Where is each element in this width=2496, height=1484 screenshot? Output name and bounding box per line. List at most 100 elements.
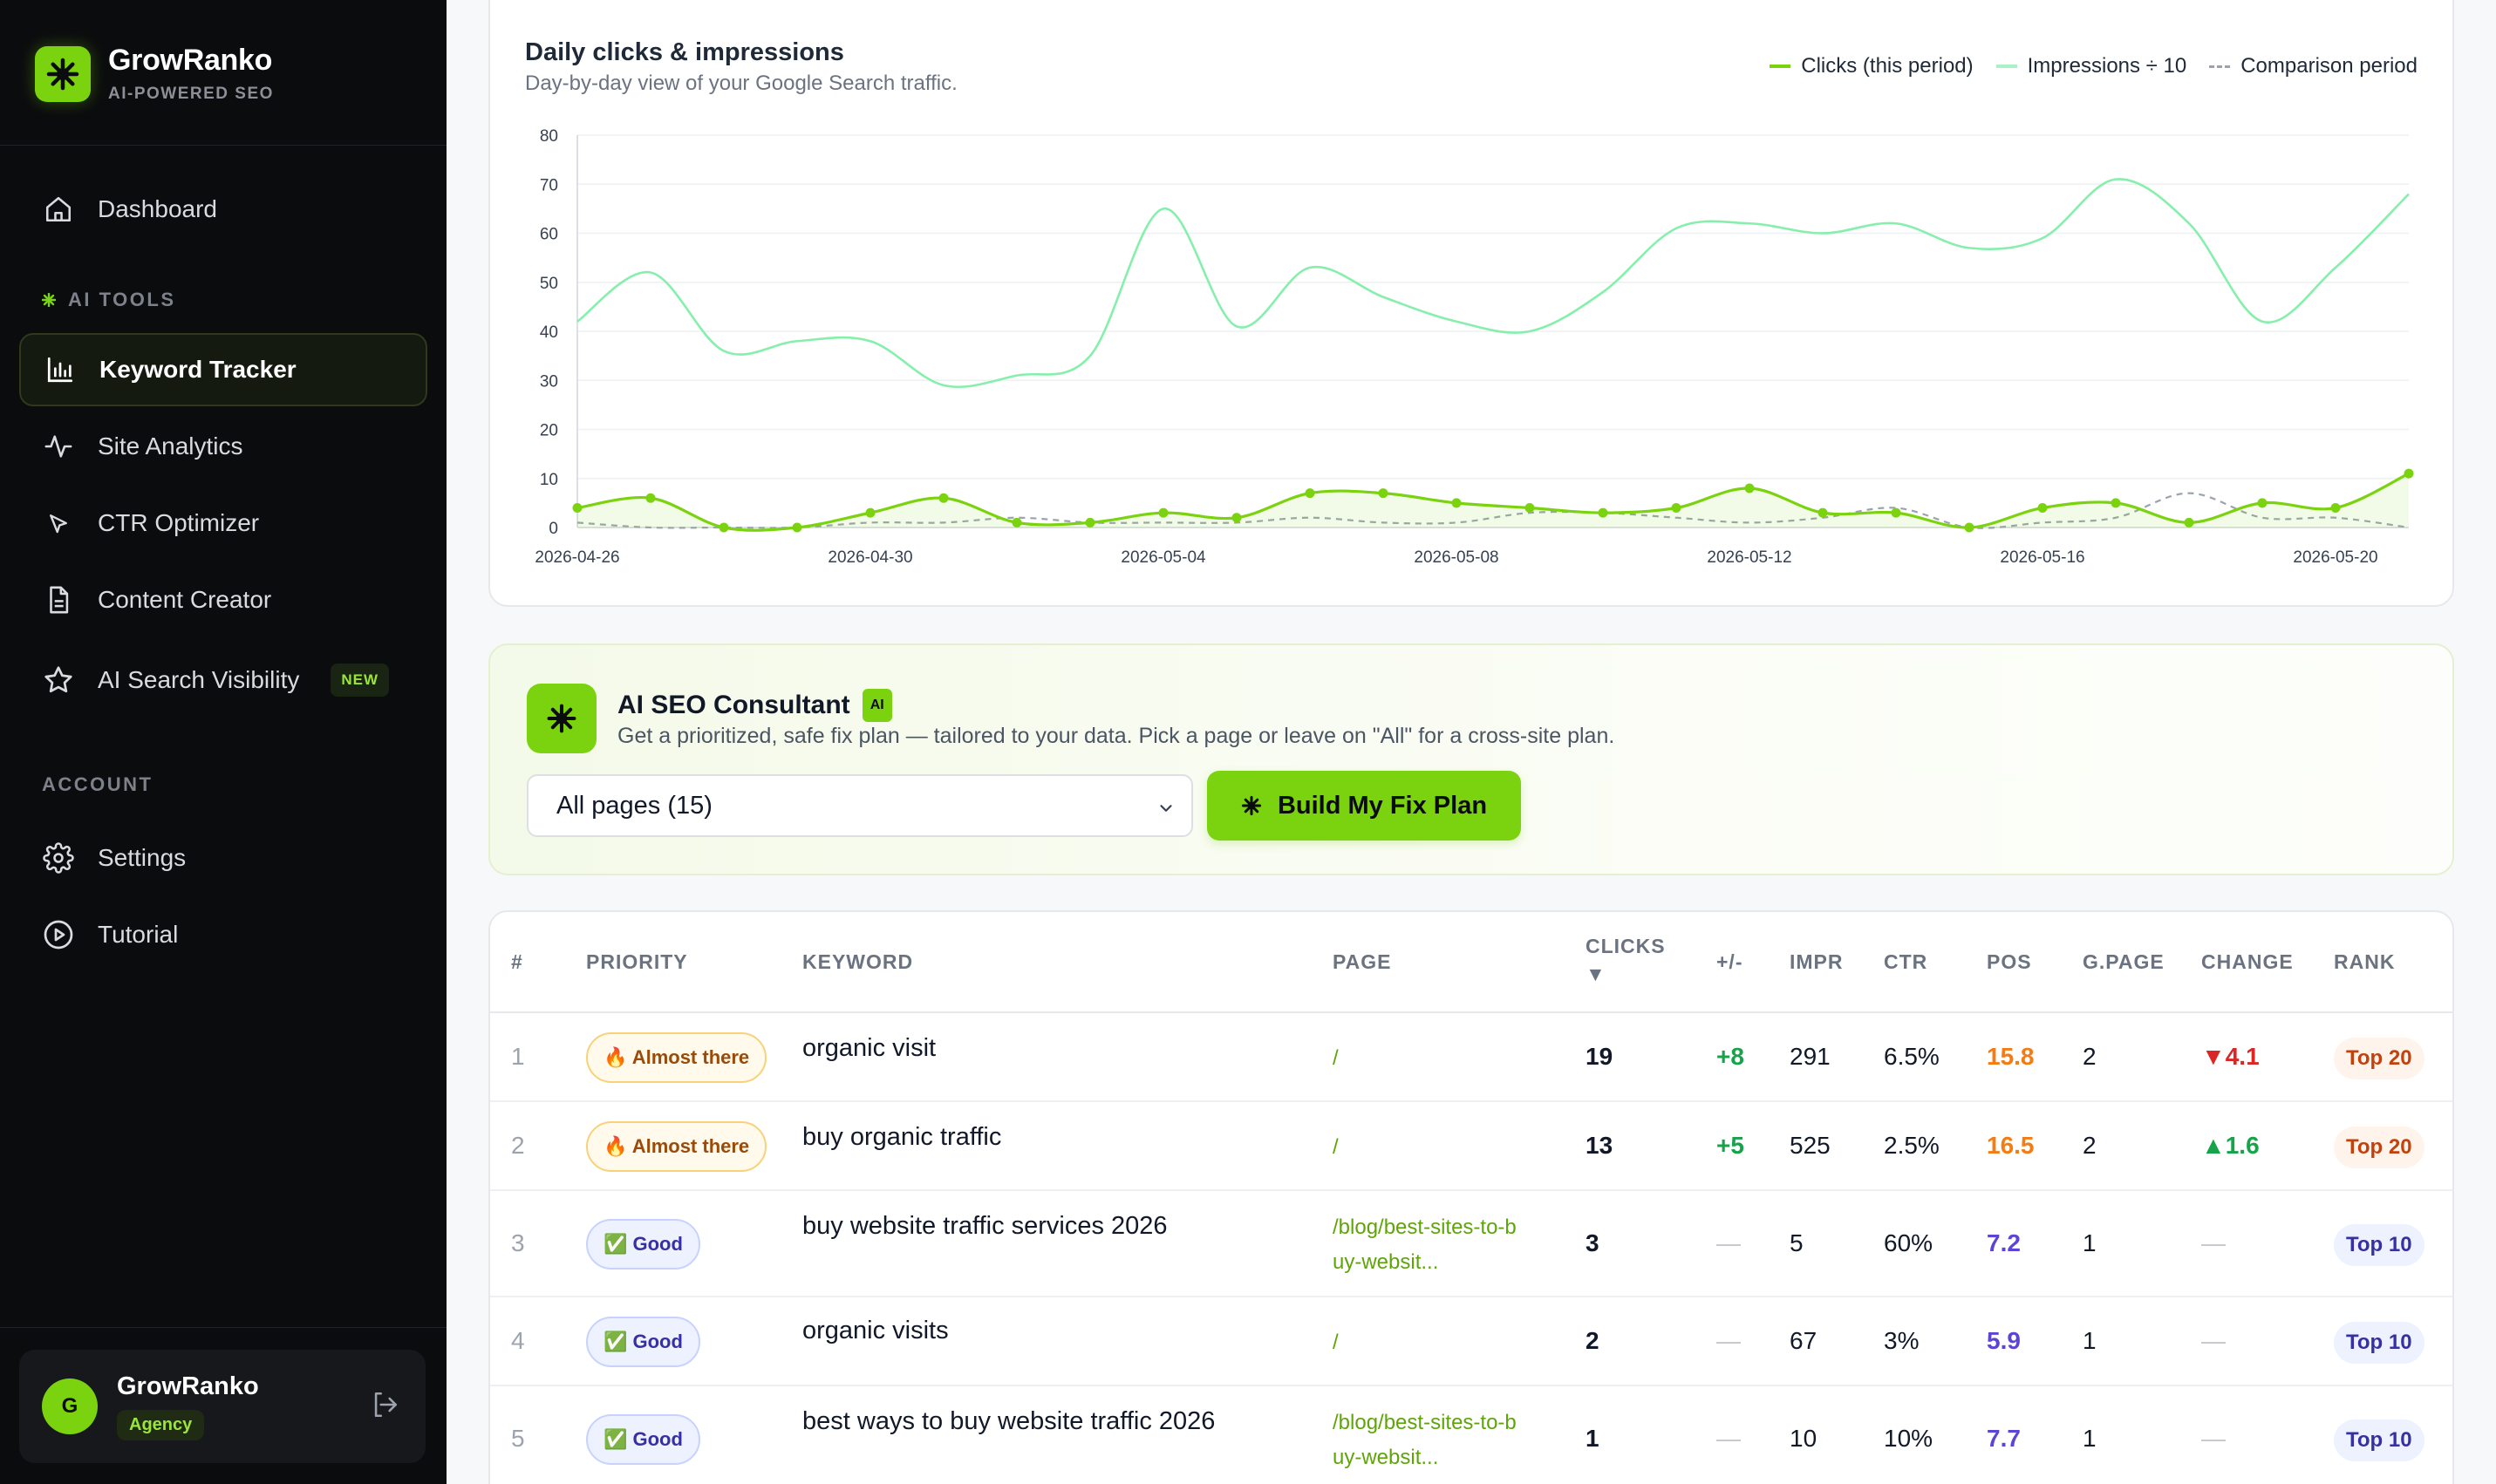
sidebar-item-ctr-optimizer[interactable]: CTR Optimizer bbox=[19, 487, 427, 560]
build-fix-plan-button[interactable]: Build My Fix Plan bbox=[1207, 771, 1521, 841]
col-header-ctr[interactable]: CTR bbox=[1884, 950, 1928, 973]
col-header-rank[interactable]: RANK bbox=[2334, 950, 2396, 973]
page-link-continued[interactable]: uy-websit... bbox=[1333, 1250, 1439, 1274]
sidebar-item-label: CTR Optimizer bbox=[98, 509, 260, 536]
priority-badge: 🔥 Almost there bbox=[586, 1032, 767, 1083]
priority-badge: 🔥 Almost there bbox=[586, 1121, 767, 1172]
clicks-value: 1 bbox=[1586, 1425, 1599, 1452]
sparkle-icon bbox=[1241, 795, 1262, 816]
rank-badge: Top 20 bbox=[2334, 1038, 2424, 1079]
google-page-value: 1 bbox=[2083, 1229, 2097, 1256]
sidebar-item-dashboard[interactable]: Dashboard bbox=[19, 173, 427, 246]
account-section-label: ACCOUNT bbox=[42, 773, 153, 795]
col-header-impressions[interactable]: IMPR bbox=[1790, 950, 1844, 973]
x-tick-label: 2026-05-08 bbox=[1414, 548, 1498, 567]
col-header-change[interactable]: CHANGE bbox=[2201, 950, 2294, 973]
col-header-keyword[interactable]: KEYWORD bbox=[802, 950, 914, 973]
page-link[interactable]: /blog/best-sites-to-b bbox=[1333, 1215, 1517, 1239]
legend-item-impressions: Impressions ÷ 10 bbox=[1995, 54, 2186, 78]
ctr-value: 2.5% bbox=[1884, 1132, 1940, 1159]
y-tick-label: 30 bbox=[540, 372, 558, 391]
position-value: 7.7 bbox=[1987, 1425, 2021, 1452]
clicks-data-point bbox=[865, 507, 876, 518]
page-link[interactable]: / bbox=[1333, 1135, 1339, 1159]
sidebar-item-label: Dashboard bbox=[98, 195, 217, 222]
y-tick-label: 50 bbox=[540, 275, 558, 293]
page-link[interactable]: / bbox=[1333, 1331, 1339, 1354]
x-tick-label: 2026-05-04 bbox=[1121, 548, 1206, 567]
clicks-data-point bbox=[719, 522, 729, 533]
brand-tagline: AI-POWERED SEO bbox=[108, 85, 274, 103]
play-icon bbox=[42, 918, 75, 951]
col-header-position[interactable]: POS bbox=[1987, 950, 2032, 973]
gear-icon bbox=[42, 841, 75, 875]
sidebar-item-label: Content Creator bbox=[98, 586, 272, 613]
series-area-clicks bbox=[577, 473, 2409, 531]
keyword-text: buy organic traffic bbox=[802, 1123, 1002, 1151]
sidebar-item-label: Keyword Tracker bbox=[99, 356, 297, 383]
cursor-icon bbox=[42, 507, 75, 540]
table-row[interactable]: 3 ✅ Good buy website traffic services 20… bbox=[490, 1191, 2452, 1297]
clicks-data-point bbox=[1378, 488, 1388, 499]
document-icon bbox=[42, 583, 75, 616]
clicks-data-point bbox=[2257, 498, 2268, 508]
rank-badge: Top 10 bbox=[2334, 1322, 2424, 1364]
page-link-continued[interactable]: uy-websit... bbox=[1333, 1446, 1439, 1469]
col-header-priority[interactable]: PRIORITY bbox=[586, 950, 688, 973]
google-page-value: 1 bbox=[2083, 1425, 2097, 1452]
page-link[interactable]: /blog/best-sites-to-b bbox=[1333, 1411, 1517, 1434]
clicks-data-point bbox=[1964, 522, 1974, 533]
clicks-data-point bbox=[1744, 483, 1755, 494]
sidebar-item-ai-search-visibility[interactable]: AI Search Visibility NEW bbox=[19, 643, 427, 717]
sidebar-item-label: Tutorial bbox=[98, 921, 179, 948]
x-tick-label: 2026-05-20 bbox=[2293, 548, 2377, 567]
row-number: 3 bbox=[511, 1229, 525, 1256]
table-row[interactable]: 4 ✅ Good organic visits / 2 — 67 3% 5.9 … bbox=[490, 1297, 2452, 1386]
brand[interactable]: GrowRanko AI-POWERED SEO bbox=[35, 44, 274, 104]
sort-desc-icon[interactable]: ▼ bbox=[1586, 963, 1606, 985]
sidebar: GrowRanko AI-POWERED SEO Dashboard AI TO… bbox=[0, 0, 447, 1484]
chart-legend: Clicks (this period) Impressions ÷ 10 Co… bbox=[1747, 54, 2418, 78]
impressions-value: 291 bbox=[1790, 1043, 1831, 1070]
user-card[interactable]: G GrowRanko Agency bbox=[19, 1350, 426, 1463]
clicks-data-point bbox=[2037, 503, 2048, 513]
page-link[interactable]: / bbox=[1333, 1046, 1339, 1070]
sidebar-item-settings[interactable]: Settings bbox=[19, 821, 427, 895]
sidebar-item-keyword-tracker[interactable]: Keyword Tracker bbox=[19, 333, 427, 406]
table-header: # PRIORITY KEYWORD PAGE CLICKS ▼ +/- IMP… bbox=[490, 912, 2452, 1013]
clicks-delta: +8 bbox=[1716, 1043, 1744, 1070]
legend-item-clicks: Clicks (this period) bbox=[1770, 54, 1974, 78]
position-value: 5.9 bbox=[1987, 1327, 2021, 1354]
table-row[interactable]: 5 ✅ Good best ways to buy website traffi… bbox=[490, 1386, 2452, 1484]
position-value: 15.8 bbox=[1987, 1043, 2035, 1070]
keyword-table: # PRIORITY KEYWORD PAGE CLICKS ▼ +/- IMP… bbox=[488, 910, 2454, 1484]
clicks-data-point bbox=[572, 503, 583, 513]
priority-badge: ✅ Good bbox=[586, 1317, 700, 1367]
col-header-clicks[interactable]: CLICKS bbox=[1586, 935, 1666, 957]
row-number: 1 bbox=[511, 1043, 525, 1070]
clicks-data-point bbox=[1305, 488, 1315, 499]
col-header-page[interactable]: PAGE bbox=[1333, 950, 1392, 973]
sidebar-item-site-analytics[interactable]: Site Analytics bbox=[19, 410, 427, 483]
google-page-value: 2 bbox=[2083, 1132, 2097, 1159]
row-number: 4 bbox=[511, 1327, 525, 1354]
sidebar-item-tutorial[interactable]: Tutorial bbox=[19, 898, 427, 971]
table-row[interactable]: 2 🔥 Almost there buy organic traffic / 1… bbox=[490, 1102, 2452, 1191]
col-header-google-page[interactable]: G.PAGE bbox=[2083, 950, 2165, 973]
chart-title: Daily clicks & impressions bbox=[525, 38, 844, 66]
sidebar-item-label: Settings bbox=[98, 844, 187, 871]
y-tick-label: 80 bbox=[540, 127, 558, 146]
bar-chart-icon bbox=[44, 353, 77, 386]
page-select[interactable]: All pages (15) bbox=[527, 774, 1193, 837]
col-header-num: # bbox=[511, 950, 523, 973]
row-number: 5 bbox=[511, 1425, 525, 1452]
position-value: 7.2 bbox=[1987, 1229, 2021, 1256]
logout-icon[interactable] bbox=[370, 1390, 399, 1424]
table-row[interactable]: 1 🔥 Almost there organic visit / 19 +8 2… bbox=[490, 1013, 2452, 1102]
series-line-clicks bbox=[576, 472, 2410, 532]
col-header-delta[interactable]: +/- bbox=[1716, 950, 1743, 973]
clicks-data-point bbox=[1158, 507, 1169, 518]
sidebar-item-content-creator[interactable]: Content Creator bbox=[19, 563, 427, 636]
rank-badge: Top 10 bbox=[2334, 1224, 2424, 1266]
clicks-data-point bbox=[938, 493, 949, 503]
